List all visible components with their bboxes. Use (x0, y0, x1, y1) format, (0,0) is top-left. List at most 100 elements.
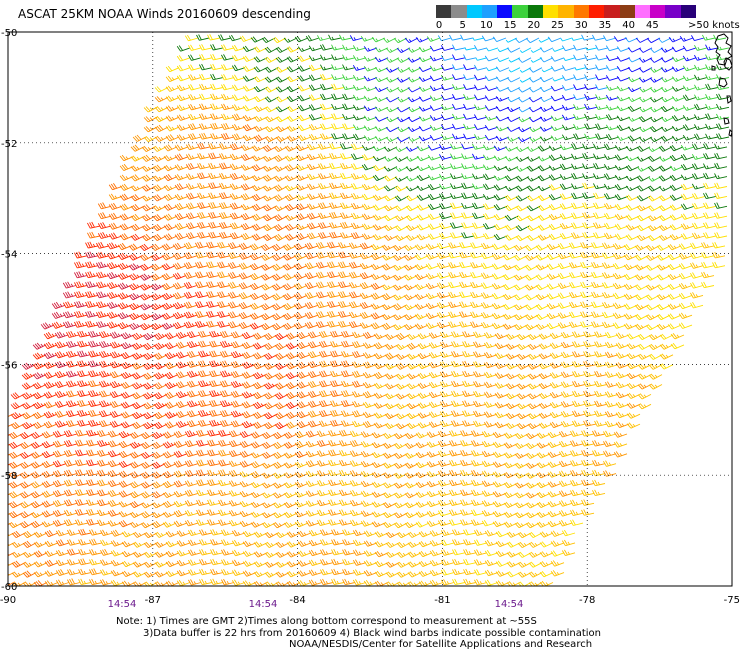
wind-barb (363, 125, 378, 131)
wind-barb (416, 194, 431, 201)
wind-barb (459, 291, 473, 298)
wind-barb (271, 293, 286, 301)
wind-barb (638, 116, 653, 123)
wind-barb (239, 460, 254, 468)
wind-barb (440, 104, 455, 111)
wind-barb (242, 45, 257, 53)
wind-barb (481, 35, 496, 42)
wind-barb (536, 452, 551, 459)
wind-barb (385, 571, 400, 578)
wind-barb (107, 499, 122, 507)
wind-barb (660, 47, 675, 53)
wind-barb (352, 74, 367, 81)
wind-barb (460, 519, 474, 526)
wind-barb (274, 342, 289, 350)
wind-barb (63, 429, 78, 438)
wind-barb (492, 471, 507, 478)
wind-barb (173, 490, 188, 498)
wind-barb (603, 450, 617, 457)
wind-barb (319, 350, 333, 358)
wind-barb (429, 45, 444, 52)
wind-barb (154, 135, 169, 142)
wind-barb (129, 521, 144, 528)
wind-barb (613, 441, 628, 448)
wind-barb (352, 104, 367, 111)
wind-barb (195, 281, 209, 289)
wind-barb (558, 430, 573, 438)
wind-barb (184, 459, 199, 467)
wind-barb (605, 84, 620, 91)
wind-barb (165, 570, 180, 578)
wind-barb (425, 243, 440, 250)
wind-barb (151, 431, 166, 439)
wind-barb (131, 411, 146, 420)
wind-barb (417, 372, 432, 380)
wind-barb (527, 363, 542, 370)
wind-barb (249, 322, 264, 330)
wind-barb (97, 439, 111, 447)
wind-barb (219, 172, 233, 180)
wind-barb (206, 291, 220, 298)
wind-barb (546, 303, 561, 310)
wind-barb (563, 57, 576, 62)
wind-barb (440, 64, 455, 71)
wind-barb (150, 243, 165, 251)
wind-barb (261, 462, 276, 469)
wind-barb (107, 440, 122, 448)
wind-barb (440, 54, 455, 61)
wind-barb (284, 164, 299, 172)
wind-barb (272, 472, 287, 479)
wind-barb (62, 301, 77, 309)
wind-barb (548, 184, 563, 191)
wind-barb (352, 410, 366, 418)
wind-barb (315, 261, 330, 269)
wind-barb (54, 361, 69, 369)
wind-barb (209, 399, 223, 407)
coastline-segment (726, 95, 732, 104)
wind-barb (671, 86, 686, 92)
wind-barb (297, 570, 312, 577)
wind-barb (558, 450, 573, 458)
wind-barb (352, 400, 366, 408)
wind-barb (231, 54, 246, 62)
wind-barb (558, 480, 573, 487)
wind-barb (460, 509, 474, 516)
wind-barb (286, 115, 301, 122)
wind-barb (437, 35, 452, 42)
wind-barb (472, 163, 486, 170)
wind-barb (121, 580, 136, 586)
colorbar-swatch (650, 5, 666, 18)
wind-barb (217, 241, 231, 249)
wind-barb (139, 283, 154, 291)
wind-barb (483, 421, 498, 428)
coastline-segment (723, 117, 730, 125)
wind-barb (559, 193, 574, 200)
wind-barb (452, 54, 466, 61)
wind-barb (491, 263, 506, 270)
wind-barb (264, 66, 279, 73)
wind-barb (86, 518, 100, 526)
wind-barb (403, 304, 418, 311)
wind-barb (86, 439, 100, 447)
wind-barb (250, 491, 265, 499)
wind-barb (88, 330, 102, 338)
wind-barb (462, 340, 476, 348)
wind-barb (176, 560, 191, 567)
wind-barb (384, 343, 399, 350)
wind-barb (218, 479, 232, 487)
wind-barb (342, 578, 356, 586)
wind-barb (373, 353, 388, 360)
wind-barb (561, 529, 576, 537)
wind-barb (405, 214, 420, 222)
wind-barb (614, 223, 629, 230)
wind-barb (331, 83, 345, 91)
wind-barb (548, 194, 563, 201)
wind-barb (428, 421, 443, 428)
wind-barb (206, 251, 220, 259)
wind-barb (536, 511, 551, 518)
colorbar-swatch (481, 5, 498, 18)
wind-barb (505, 363, 520, 370)
wind-barb (427, 203, 442, 211)
wind-barb (210, 93, 224, 100)
wind-barb (525, 37, 540, 44)
